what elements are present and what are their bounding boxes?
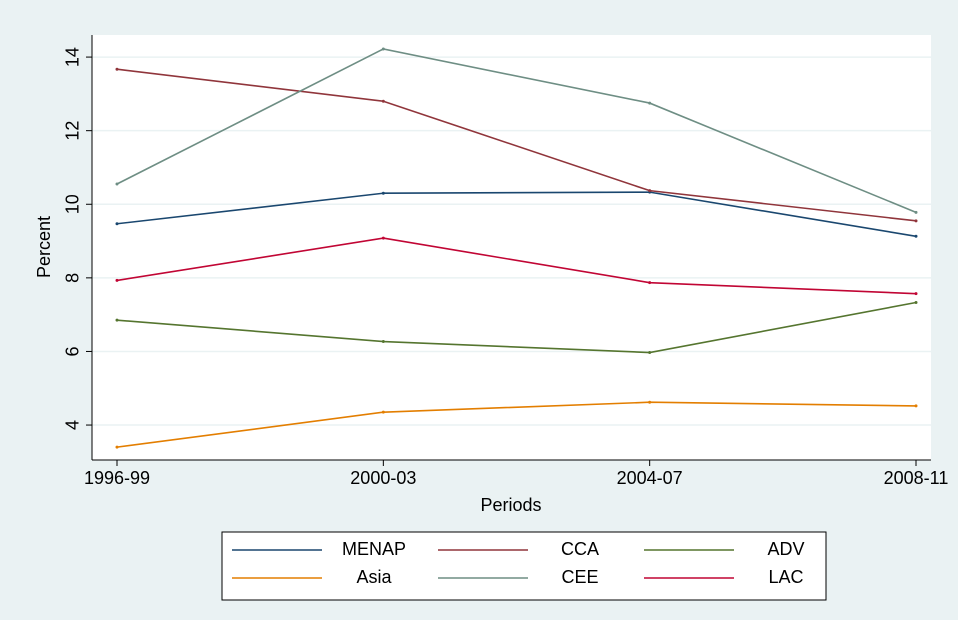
x-axis-title: Periods [480, 495, 541, 515]
legend [221, 531, 827, 601]
point [648, 189, 652, 193]
point [381, 340, 385, 344]
point [914, 301, 918, 305]
point [381, 47, 385, 51]
point [381, 99, 385, 103]
point [115, 318, 119, 322]
legend-label: ADV [767, 539, 804, 559]
legend-label: Asia [356, 567, 392, 587]
line-series [116, 48, 917, 214]
point [648, 400, 652, 404]
point [648, 351, 652, 355]
y-axis-title: Percent [34, 216, 54, 278]
y-tick-label: 14 [63, 47, 83, 67]
line-series [116, 237, 917, 295]
line-series [116, 68, 917, 222]
x-tick-label: 2008-11 [884, 468, 949, 488]
x-tick-label: 1996-99 [84, 468, 150, 488]
legend-label: CEE [561, 567, 598, 587]
plot-area [92, 35, 931, 460]
point [648, 281, 652, 285]
point [381, 191, 385, 195]
y-tick-label: 12 [63, 121, 83, 141]
point [115, 445, 119, 449]
y-tick-label: 4 [63, 420, 83, 430]
point [914, 292, 918, 296]
legend-label: MENAP [342, 539, 406, 559]
point [914, 210, 918, 214]
point [115, 182, 119, 186]
point [115, 278, 119, 282]
point [914, 219, 918, 223]
point [914, 404, 918, 408]
x-tick-label: 2000-03 [350, 468, 416, 488]
y-tick-label: 8 [63, 273, 83, 283]
line-series [116, 401, 917, 448]
point [381, 236, 385, 240]
x-tick-label: 2004-07 [617, 468, 683, 488]
legend-label: LAC [768, 567, 803, 587]
point [381, 410, 385, 414]
legend-label: CCA [561, 539, 599, 559]
line-series [116, 301, 917, 354]
point [115, 222, 119, 226]
point [914, 234, 918, 238]
y-tick-label: 10 [63, 194, 83, 214]
point [648, 101, 652, 105]
y-tick-label: 6 [63, 346, 83, 356]
point [115, 67, 119, 71]
line-series [116, 191, 917, 238]
